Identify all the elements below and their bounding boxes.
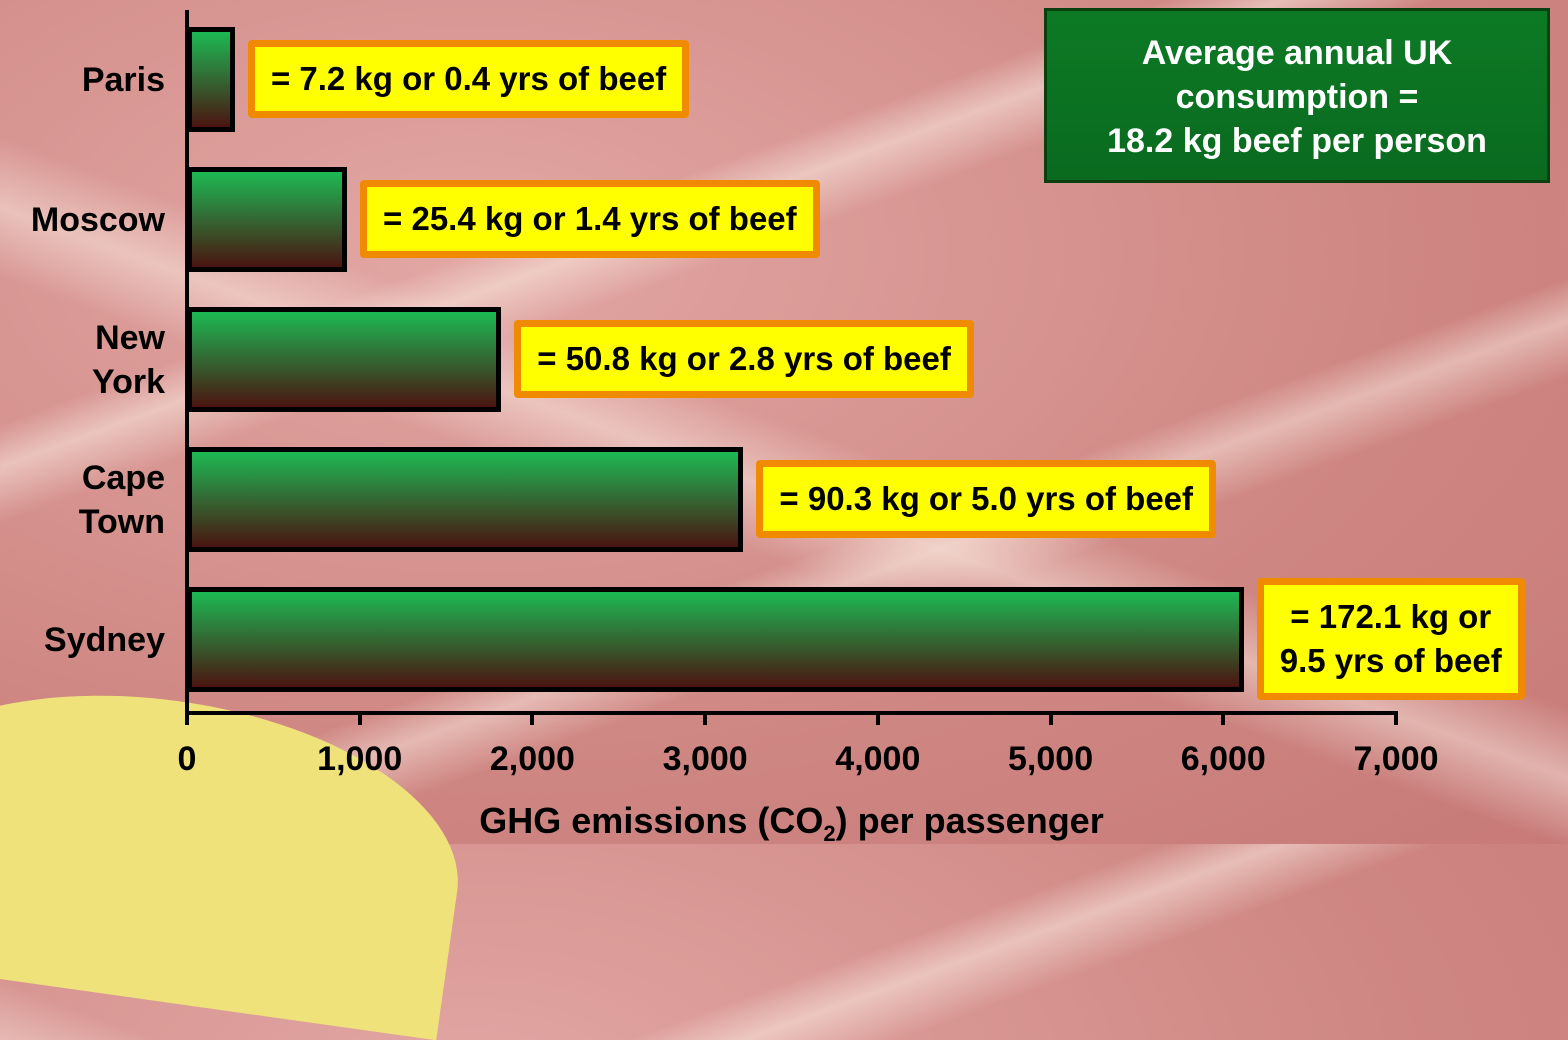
bar — [187, 447, 743, 552]
callout-line: consumption = — [1047, 75, 1547, 119]
tick-mark — [530, 713, 534, 725]
tick-mark — [358, 713, 362, 725]
x-tick-label: 5,000 — [1008, 740, 1093, 779]
value-label: = 7.2 kg or 0.4 yrs of beef — [248, 40, 689, 118]
value-label-line: = 25.4 kg or 1.4 yrs of beef — [383, 197, 797, 241]
x-tick-label: 0 — [178, 740, 197, 779]
x-axis — [185, 711, 1398, 715]
y-tick-label: Cape Town — [79, 456, 165, 544]
tick-mark — [185, 713, 189, 725]
decoration — [0, 660, 478, 1040]
value-label: = 50.8 kg or 2.8 yrs of beef — [514, 320, 974, 398]
category: Cape Town — [0, 447, 165, 552]
value-label: = 90.3 kg or 5.0 yrs of beef — [756, 460, 1216, 538]
x-tick-label: 6,000 — [1181, 740, 1266, 779]
tick-mark — [703, 713, 707, 725]
value-label: = 25.4 kg or 1.4 yrs of beef — [360, 180, 820, 258]
slide: Average annual UKconsumption =18.2 kg be… — [0, 0, 1568, 844]
y-tick-label: Paris — [82, 58, 165, 102]
category: Sydney — [0, 587, 165, 692]
category: Moscow — [0, 167, 165, 272]
y-tick-label: New York — [92, 316, 165, 404]
x-label-part: GHG emissions (CO — [479, 800, 823, 841]
x-label-part: ) per passenger — [836, 800, 1104, 841]
x-tick-label: 1,000 — [317, 740, 402, 779]
tick-mark — [876, 713, 880, 725]
x-axis-label: GHG emissions (CO2) per passenger — [187, 800, 1396, 847]
x-tick-label: 2,000 — [490, 740, 575, 779]
value-label-line: = 90.3 kg or 5.0 yrs of beef — [779, 477, 1193, 521]
value-label-line: 9.5 yrs of beef — [1280, 639, 1502, 683]
callout-line: Average annual UK — [1047, 31, 1547, 75]
value-label-line: = 50.8 kg or 2.8 yrs of beef — [537, 337, 951, 381]
x-tick-label: 7,000 — [1353, 740, 1438, 779]
x-label-sub: 2 — [823, 821, 835, 846]
y-tick-label: Moscow — [31, 198, 165, 242]
category: New York — [0, 307, 165, 412]
bar — [187, 167, 347, 272]
tick-mark — [1221, 713, 1225, 725]
bar — [187, 307, 501, 412]
tick-mark — [1394, 713, 1398, 725]
category: Paris — [0, 27, 165, 132]
callout-line: 18.2 kg beef per person — [1047, 119, 1547, 163]
value-label-line: = 172.1 kg or — [1280, 595, 1502, 639]
y-tick-label: Sydney — [44, 618, 165, 662]
x-tick-label: 4,000 — [835, 740, 920, 779]
tick-mark — [1049, 713, 1053, 725]
x-tick-label: 3,000 — [663, 740, 748, 779]
bar — [187, 587, 1244, 692]
bar — [187, 27, 235, 132]
value-label-line: = 7.2 kg or 0.4 yrs of beef — [271, 57, 666, 101]
